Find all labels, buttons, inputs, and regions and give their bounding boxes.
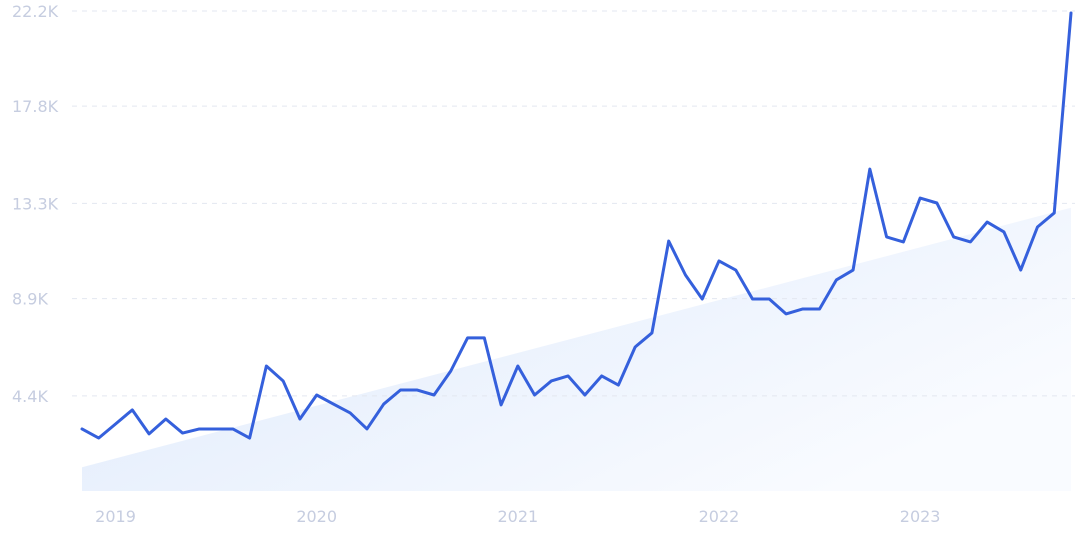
y-tick-label: 13.3K (12, 194, 59, 213)
trend-area (82, 207, 1071, 491)
x-tick-label: 2023 (900, 507, 941, 526)
y-tick-label: 22.2K (12, 2, 59, 21)
x-tick-label: 2021 (497, 507, 538, 526)
y-tick-label: 4.4K (12, 387, 48, 406)
y-tick-label: 8.9K (12, 290, 48, 309)
x-tick-label: 2019 (95, 507, 136, 526)
x-tick-label: 2020 (296, 507, 337, 526)
x-tick-label: 2022 (699, 507, 740, 526)
y-tick-label: 17.8K (12, 97, 59, 116)
line-series (80, 11, 1073, 440)
